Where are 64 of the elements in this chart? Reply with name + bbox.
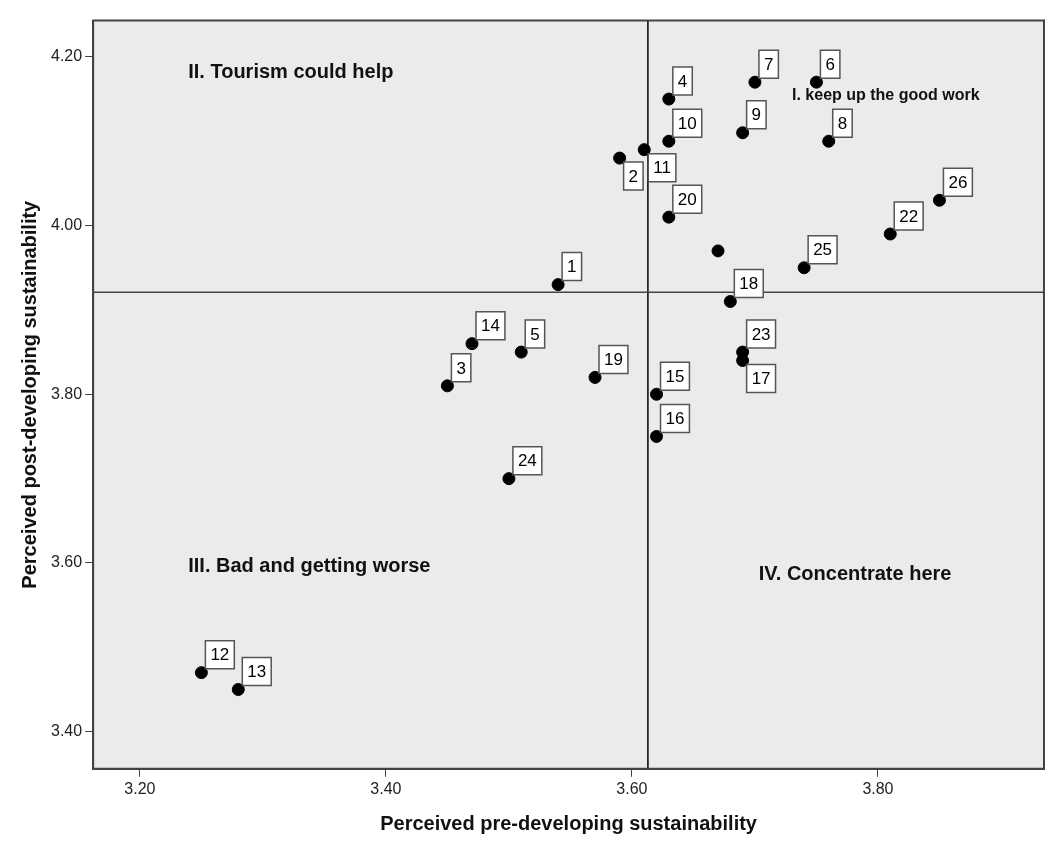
y-tick-label: 3.80 — [51, 384, 83, 402]
series-label: 9 — [751, 105, 762, 125]
point — [748, 75, 762, 89]
series-label: 8 — [837, 113, 848, 133]
point — [883, 227, 897, 241]
point — [650, 387, 664, 401]
point — [662, 92, 676, 106]
series-label: 26 — [948, 172, 968, 192]
y-axis-title: Perceived post-developing sustainability — [17, 199, 40, 589]
annotation: III. Bad and getting worse — [188, 554, 431, 577]
series-label: 24 — [517, 451, 537, 471]
annotation: I. keep up the good work — [792, 85, 980, 103]
point — [613, 151, 627, 165]
series-label: 22 — [899, 206, 919, 226]
point — [650, 429, 664, 443]
point — [736, 126, 750, 140]
series-label: 19 — [604, 350, 623, 370]
point — [797, 261, 811, 275]
series-label: 17 — [751, 369, 771, 389]
point — [932, 193, 946, 207]
annotation: II. Tourism could help — [188, 60, 394, 83]
x-tick-label: 3.60 — [616, 779, 648, 797]
point — [440, 379, 454, 393]
series-label: 4 — [677, 71, 688, 91]
series-label: 15 — [665, 366, 685, 386]
y-tick-label: 3.60 — [51, 553, 83, 571]
point — [822, 134, 836, 148]
point — [711, 244, 725, 258]
y-tick-label: 4.20 — [51, 47, 83, 65]
series-label: 16 — [665, 409, 685, 429]
point — [723, 294, 737, 308]
point — [465, 337, 479, 351]
point — [662, 210, 676, 224]
series-label: 12 — [210, 645, 230, 665]
y-tick-label: 4.00 — [51, 215, 83, 233]
annotation: IV. Concentrate here — [758, 561, 952, 584]
series-label: 6 — [825, 54, 835, 74]
point — [514, 345, 528, 359]
x-tick-label: 3.80 — [862, 779, 894, 797]
point — [588, 370, 602, 384]
series-label: 7 — [763, 54, 774, 74]
series-label: 18 — [739, 274, 759, 294]
series-label: 11 — [653, 158, 671, 178]
point — [809, 75, 823, 89]
point — [231, 683, 245, 697]
x-tick-label: 3.40 — [370, 779, 402, 797]
x-axis-title: Perceived pre-developing sustainability — [380, 811, 758, 834]
series-label: 25 — [813, 240, 833, 260]
y-tick-label: 3.40 — [51, 722, 83, 740]
series-label: 10 — [677, 113, 697, 133]
point — [194, 666, 208, 680]
series-label: 20 — [677, 189, 697, 209]
series-label: 2 — [628, 166, 639, 186]
series-label: 23 — [751, 324, 771, 344]
point — [662, 134, 676, 148]
point — [502, 472, 516, 486]
point — [736, 354, 750, 368]
series-label: 13 — [247, 662, 267, 682]
series-label: 3 — [456, 358, 466, 378]
series-label: 1 — [567, 257, 577, 277]
point — [551, 278, 565, 292]
series-label: 5 — [530, 324, 540, 344]
series-label: 14 — [481, 316, 500, 336]
x-tick-label: 3.20 — [124, 779, 156, 797]
